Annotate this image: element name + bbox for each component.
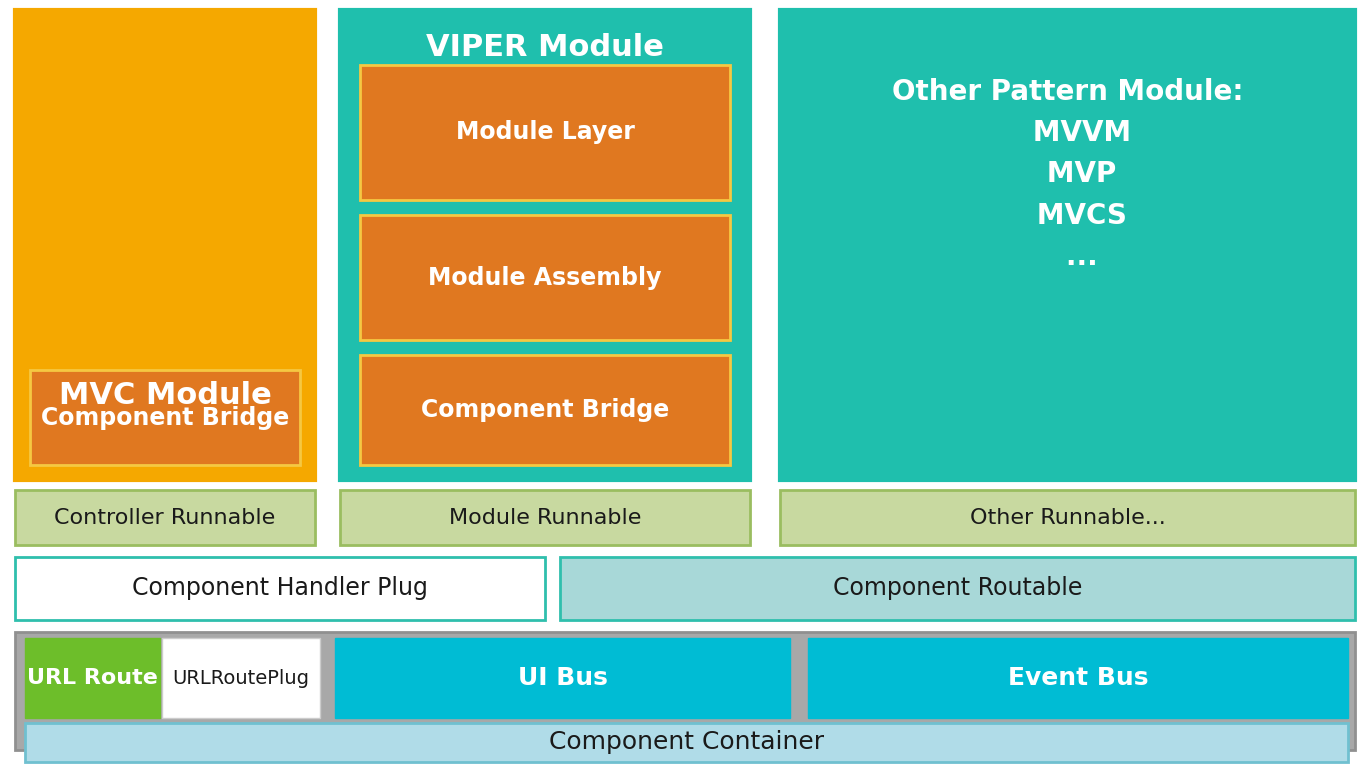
FancyBboxPatch shape bbox=[161, 638, 320, 718]
FancyBboxPatch shape bbox=[335, 638, 789, 718]
Text: Module Assembly: Module Assembly bbox=[428, 266, 662, 290]
FancyBboxPatch shape bbox=[360, 65, 731, 200]
Text: Component Bridge: Component Bridge bbox=[421, 398, 669, 422]
Text: MVC Module: MVC Module bbox=[59, 381, 271, 410]
Text: Event Bus: Event Bus bbox=[1008, 666, 1148, 690]
FancyBboxPatch shape bbox=[15, 632, 1354, 750]
Text: UI Bus: UI Bus bbox=[517, 666, 607, 690]
Text: Component Handler Plug: Component Handler Plug bbox=[133, 577, 428, 601]
Text: Component Routable: Component Routable bbox=[833, 577, 1082, 601]
Text: Component Bridge: Component Bridge bbox=[41, 405, 289, 430]
Text: URL Route: URL Route bbox=[27, 668, 157, 688]
Text: Module Runnable: Module Runnable bbox=[449, 508, 642, 528]
Text: Component Container: Component Container bbox=[549, 731, 824, 755]
Text: URLRoutePlug: URLRoutePlug bbox=[172, 669, 309, 688]
FancyBboxPatch shape bbox=[780, 490, 1354, 545]
FancyBboxPatch shape bbox=[341, 490, 750, 545]
FancyBboxPatch shape bbox=[15, 490, 315, 545]
FancyBboxPatch shape bbox=[30, 370, 300, 465]
FancyBboxPatch shape bbox=[780, 10, 1354, 480]
FancyBboxPatch shape bbox=[360, 355, 731, 465]
Text: Other Runnable...: Other Runnable... bbox=[970, 508, 1166, 528]
Text: Module Layer: Module Layer bbox=[456, 120, 635, 145]
FancyBboxPatch shape bbox=[25, 723, 1347, 762]
FancyBboxPatch shape bbox=[25, 638, 160, 718]
FancyBboxPatch shape bbox=[341, 10, 750, 480]
FancyBboxPatch shape bbox=[560, 557, 1354, 620]
FancyBboxPatch shape bbox=[15, 10, 315, 480]
FancyBboxPatch shape bbox=[15, 557, 544, 620]
FancyBboxPatch shape bbox=[808, 638, 1347, 718]
FancyBboxPatch shape bbox=[360, 215, 731, 340]
Text: VIPER Module: VIPER Module bbox=[425, 34, 663, 63]
Text: Other Pattern Module:
   MVVM
   MVP
   MVCS
   ...: Other Pattern Module: MVVM MVP MVCS ... bbox=[892, 78, 1244, 271]
Text: Controller Runnable: Controller Runnable bbox=[55, 508, 275, 528]
